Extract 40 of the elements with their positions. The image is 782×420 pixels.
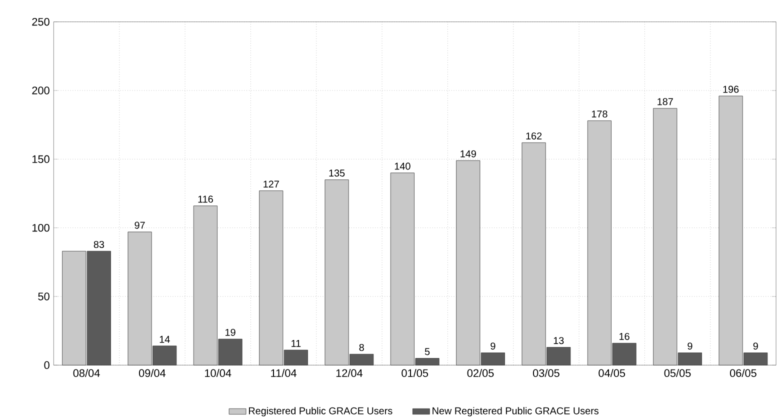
y-tick-label: 50 xyxy=(38,292,50,300)
data-label: 196 xyxy=(723,86,739,93)
x-tick-label: 11/04 xyxy=(271,369,296,378)
y-tick-label: 0 xyxy=(44,361,50,370)
data-label: 9 xyxy=(688,342,692,350)
data-label: 9 xyxy=(490,342,496,350)
data-label: 11 xyxy=(292,340,301,347)
x-tick-label: 10/04 xyxy=(205,369,232,378)
data-label: 187 xyxy=(658,98,673,106)
data-label: 116 xyxy=(198,196,213,203)
data-label: 135 xyxy=(329,170,345,177)
data-label: 13 xyxy=(554,337,564,344)
data-label: 178 xyxy=(592,110,608,118)
x-tick-label: 04/05 xyxy=(598,369,626,378)
y-tick-label: 250 xyxy=(32,18,50,26)
y-tick-label: 200 xyxy=(32,86,50,94)
data-label: 9 xyxy=(753,342,758,350)
x-tick-label: 02/05 xyxy=(467,369,494,378)
x-tick-label: 09/04 xyxy=(138,369,166,378)
x-tick-label: 03/05 xyxy=(532,369,560,378)
legend-label: Registered Public GRACE Users xyxy=(248,407,392,416)
legend-label: New Registered Public GRACE Users xyxy=(432,407,599,416)
data-label: 149 xyxy=(460,150,476,158)
data-label: 127 xyxy=(264,180,279,188)
data-label: 16 xyxy=(620,333,630,340)
x-tick-label: 05/05 xyxy=(664,369,691,378)
x-tick-label: 06/05 xyxy=(730,369,756,378)
data-label: 8 xyxy=(359,344,364,352)
data-label: 162 xyxy=(526,132,542,140)
y-tick-label: 100 xyxy=(32,224,50,232)
data-label: 5 xyxy=(424,348,430,356)
x-tick-label: 08/04 xyxy=(73,369,100,378)
x-tick-label: 12/04 xyxy=(336,369,363,378)
data-label: 97 xyxy=(134,222,145,229)
data-label: 83 xyxy=(94,241,104,248)
data-label: 14 xyxy=(160,336,170,343)
data-label: 140 xyxy=(394,162,410,170)
data-label: 19 xyxy=(226,328,236,336)
y-tick-label: 150 xyxy=(32,155,50,164)
x-tick-label: 01/05 xyxy=(402,369,428,378)
